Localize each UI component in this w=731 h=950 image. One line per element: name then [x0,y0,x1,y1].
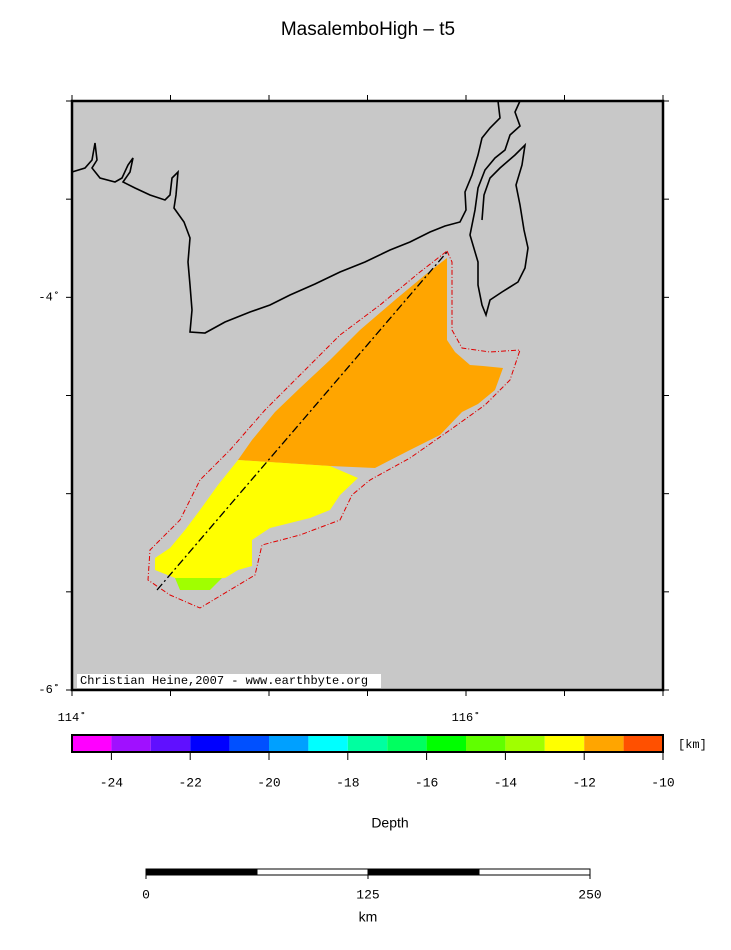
y-tick-label: -6˚ [38,683,60,697]
scalebar-unit: km [359,909,378,925]
colorbar-label: Depth [371,815,408,831]
coastline [71,100,501,334]
credit-box [77,674,381,688]
colorbar-tick-label: -14 [494,775,518,790]
scalebar-segment [478,868,591,876]
coastline-island [469,100,529,318]
scalebar-tick-label: 125 [356,887,379,902]
colorbar-unit: [km] [678,738,707,752]
colorbar-swatch [229,735,269,752]
x-tick-label: 116˚ [452,711,481,725]
colorbar-swatch [466,735,506,752]
scalebar-tick-label: 250 [578,887,601,902]
colorbar-swatch [544,735,585,752]
colorbar-swatch [72,735,112,752]
colorbar-swatch [623,735,663,752]
colorbar-swatch [190,735,230,752]
depth-region-orange [238,258,503,468]
scalebar-segment [367,868,480,876]
colorbar-frame [71,734,664,753]
credit: Christian Heine,2007 - www.earthbyte.org [80,674,368,688]
scalebar-segment [256,868,369,876]
colorbar-tick-label: -12 [572,775,595,790]
colorbar-tick-label: -10 [651,775,674,790]
colorbar-tick-label: -20 [257,775,280,790]
colorbar-swatch [426,735,466,752]
x-tick-label: 114˚ [58,711,87,725]
colorbar-swatch [505,735,545,752]
scalebar-segment [145,868,258,876]
scalebar-tick-label: 0 [142,887,150,902]
title: MasalemboHigh – t5 [281,19,455,40]
colorbar-tick-label: -22 [178,775,201,790]
colorbar-tick-label: -24 [100,775,124,790]
profile-line [156,251,448,591]
colorbar-swatch [387,735,427,752]
colorbar-swatch [347,735,388,752]
colorbar-swatch [150,735,191,752]
colorbar-swatch [584,735,624,752]
colorbar-tick-label: -18 [336,775,359,790]
depth-region-yellow [155,460,358,578]
colorbar-swatch [308,735,348,752]
colorbar-swatch [269,735,309,752]
region-outline [147,250,521,609]
colorbar-swatch [111,735,151,752]
depth-region-green [175,578,222,590]
y-tick-label: -4˚ [38,291,60,305]
colorbar-tick-label: -16 [415,775,438,790]
